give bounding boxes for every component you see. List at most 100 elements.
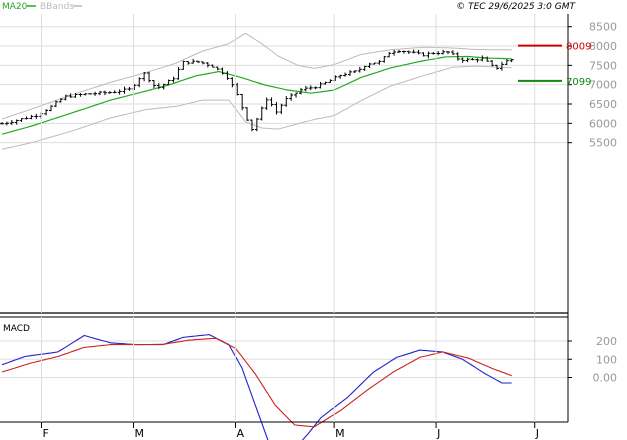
price-bar <box>181 60 186 70</box>
price-bar <box>93 91 98 96</box>
price-bar <box>176 66 181 80</box>
price-bar <box>186 60 191 65</box>
price-bar <box>392 49 397 56</box>
price-bar <box>98 90 103 96</box>
price-bar <box>362 65 367 71</box>
price-bar <box>161 83 166 90</box>
price-bar <box>294 92 299 98</box>
price-bar <box>485 56 490 62</box>
price-tick-label: 6500 <box>589 98 617 111</box>
price-bar <box>83 93 88 96</box>
price-bar <box>308 85 313 91</box>
price-bar <box>127 87 132 91</box>
price-bar <box>382 56 387 63</box>
macd-y-ticks: 0.00 100 200 <box>568 335 617 385</box>
price-y-ticks: 5500 6000 6500 7000 7500 8000 8500 <box>568 21 617 150</box>
price-bar <box>137 77 142 88</box>
price-bar <box>441 49 446 55</box>
price-bar <box>14 119 19 125</box>
bb-upper-line <box>1 32 512 120</box>
price-bar <box>495 64 500 70</box>
bb-legend-label: BBands <box>40 2 74 12</box>
macd-tick-label: 0.00 <box>593 372 618 385</box>
price-bar <box>34 113 39 120</box>
price-bar <box>274 101 279 115</box>
price-bar <box>151 80 156 89</box>
price-bar <box>303 85 308 92</box>
price-bar <box>53 100 58 108</box>
price-bar <box>24 116 29 120</box>
price-bar <box>470 57 475 61</box>
ma20-path <box>1 55 512 135</box>
price-bar <box>220 67 225 75</box>
copyright-text: © TEC 29/6/2025 3:0 GMT <box>456 2 576 12</box>
price-bar <box>357 66 362 73</box>
price-bar <box>343 72 348 77</box>
price-bar <box>4 121 9 126</box>
month-tick-label: J <box>535 427 539 440</box>
price-panel <box>0 14 568 313</box>
price-tick-label: 7500 <box>589 59 617 72</box>
price-bar <box>259 106 264 121</box>
price-bar <box>509 58 514 63</box>
price-bar <box>480 55 485 62</box>
price-bar <box>323 81 328 85</box>
support-label: 7099 <box>566 77 591 88</box>
price-bar <box>230 77 235 88</box>
month-tick-label: F <box>42 427 48 440</box>
price-bar <box>396 49 401 54</box>
price-bar <box>313 86 318 90</box>
macd-grid <box>0 340 568 378</box>
macd-tick-label: 200 <box>596 335 617 348</box>
price-bar <box>171 76 176 83</box>
price-bar <box>107 91 112 94</box>
price-bar <box>225 71 230 80</box>
price-bar <box>240 93 245 111</box>
macd-line <box>1 334 512 440</box>
price-bar <box>166 79 171 85</box>
price-bar <box>112 90 117 94</box>
price-bar <box>117 89 122 95</box>
price-tick-label: 5500 <box>589 137 617 150</box>
price-bar <box>269 97 274 107</box>
price-bar <box>328 79 333 83</box>
price-bar <box>377 59 382 65</box>
price-bar <box>58 98 63 103</box>
macd-panel <box>0 317 568 422</box>
price-bar <box>78 93 83 97</box>
price-bar <box>352 70 357 74</box>
price-bar <box>19 118 24 123</box>
price-bar <box>196 60 201 63</box>
price-bar <box>431 52 436 55</box>
price-bar <box>372 62 377 65</box>
price-bar <box>289 93 294 101</box>
price-bar <box>445 51 450 55</box>
price-tick-label: 6000 <box>589 117 617 130</box>
price-bar <box>338 74 343 79</box>
price-bar <box>401 50 406 54</box>
signal-line <box>1 337 512 428</box>
price-bars <box>0 49 514 132</box>
price-bar <box>284 96 289 107</box>
price-bar <box>68 93 73 98</box>
ma20-line <box>1 55 512 135</box>
price-bar <box>298 87 303 95</box>
price-bar <box>9 119 14 125</box>
price-bar <box>499 61 504 71</box>
price-bar <box>387 52 392 58</box>
resistance-label: 8009 <box>566 42 591 53</box>
price-bar <box>205 61 210 68</box>
macd-title: MACD <box>3 324 30 334</box>
month-tick-label: M <box>135 427 145 440</box>
price-bar <box>367 62 372 69</box>
price-bar <box>411 49 416 54</box>
price-bar <box>156 83 161 90</box>
price-bar <box>318 81 323 89</box>
price-tick-label: 7000 <box>589 79 617 92</box>
price-bar <box>254 117 259 132</box>
price-bar <box>200 61 205 65</box>
month-tick-label: A <box>236 427 244 440</box>
price-bar <box>88 93 93 95</box>
price-bar <box>44 109 49 116</box>
